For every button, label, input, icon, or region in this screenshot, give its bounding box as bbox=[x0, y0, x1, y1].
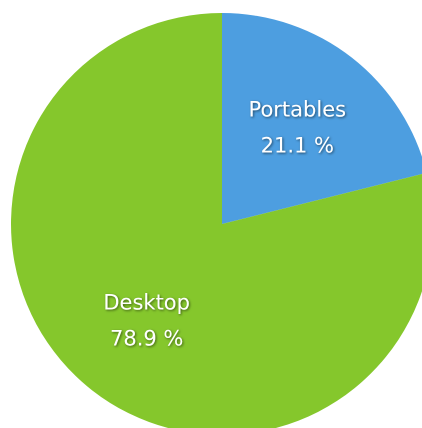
slice-value: 21.1 % bbox=[261, 134, 334, 158]
pie-slice bbox=[11, 13, 422, 428]
slices bbox=[11, 13, 422, 428]
labels: Portables 21.1 % Desktop 78.9 % bbox=[103, 98, 346, 351]
slice-name: Desktop bbox=[103, 290, 190, 314]
slice-value: 78.9 % bbox=[110, 326, 183, 350]
pie-slice bbox=[222, 13, 422, 224]
slice-name: Portables bbox=[249, 98, 347, 122]
